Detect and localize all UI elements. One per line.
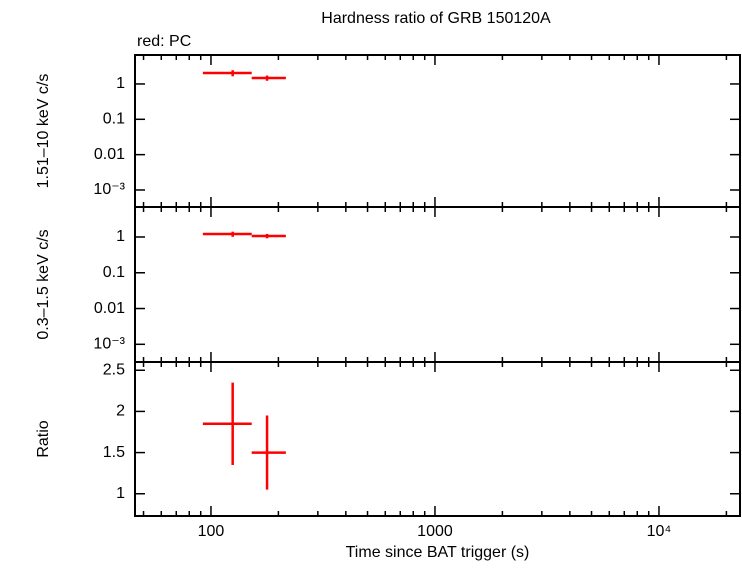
x-tick-label: 100: [198, 523, 225, 540]
plot-frame: [134, 361, 741, 517]
x-axis-label: Time since BAT trigger (s): [346, 544, 530, 561]
y-tick-label: 1: [116, 228, 125, 245]
y-axis-label: 0.3–1.5 keV c/s: [35, 229, 52, 339]
y-tick-label: 0.01: [94, 146, 125, 163]
annotation: red: PC: [137, 33, 191, 50]
chart-title: Hardness ratio of GRB 150120A: [321, 10, 551, 27]
y-tick-label: 1.5: [103, 444, 125, 461]
y-tick-label: 2.5: [103, 361, 125, 378]
y-tick-label: 10⁻³: [93, 336, 125, 353]
y-tick-label: 0.01: [94, 300, 125, 317]
y-tick-label: 1: [116, 75, 125, 92]
y-tick-label: 2: [116, 403, 125, 420]
y-tick-label: 0.1: [103, 111, 125, 128]
x-tick-label: 1000: [417, 523, 453, 540]
plot-frame: [134, 54, 741, 208]
x-tick-label: 10⁴: [647, 523, 672, 540]
y-tick-label: 10⁻³: [93, 181, 125, 198]
y-tick-label: 0.1: [103, 264, 125, 281]
y-axis-label: Ratio: [35, 420, 52, 457]
plot-frame: [134, 206, 741, 363]
y-axis-label: 1.51–10 keV c/s: [35, 74, 52, 189]
y-tick-label: 1: [116, 485, 125, 502]
